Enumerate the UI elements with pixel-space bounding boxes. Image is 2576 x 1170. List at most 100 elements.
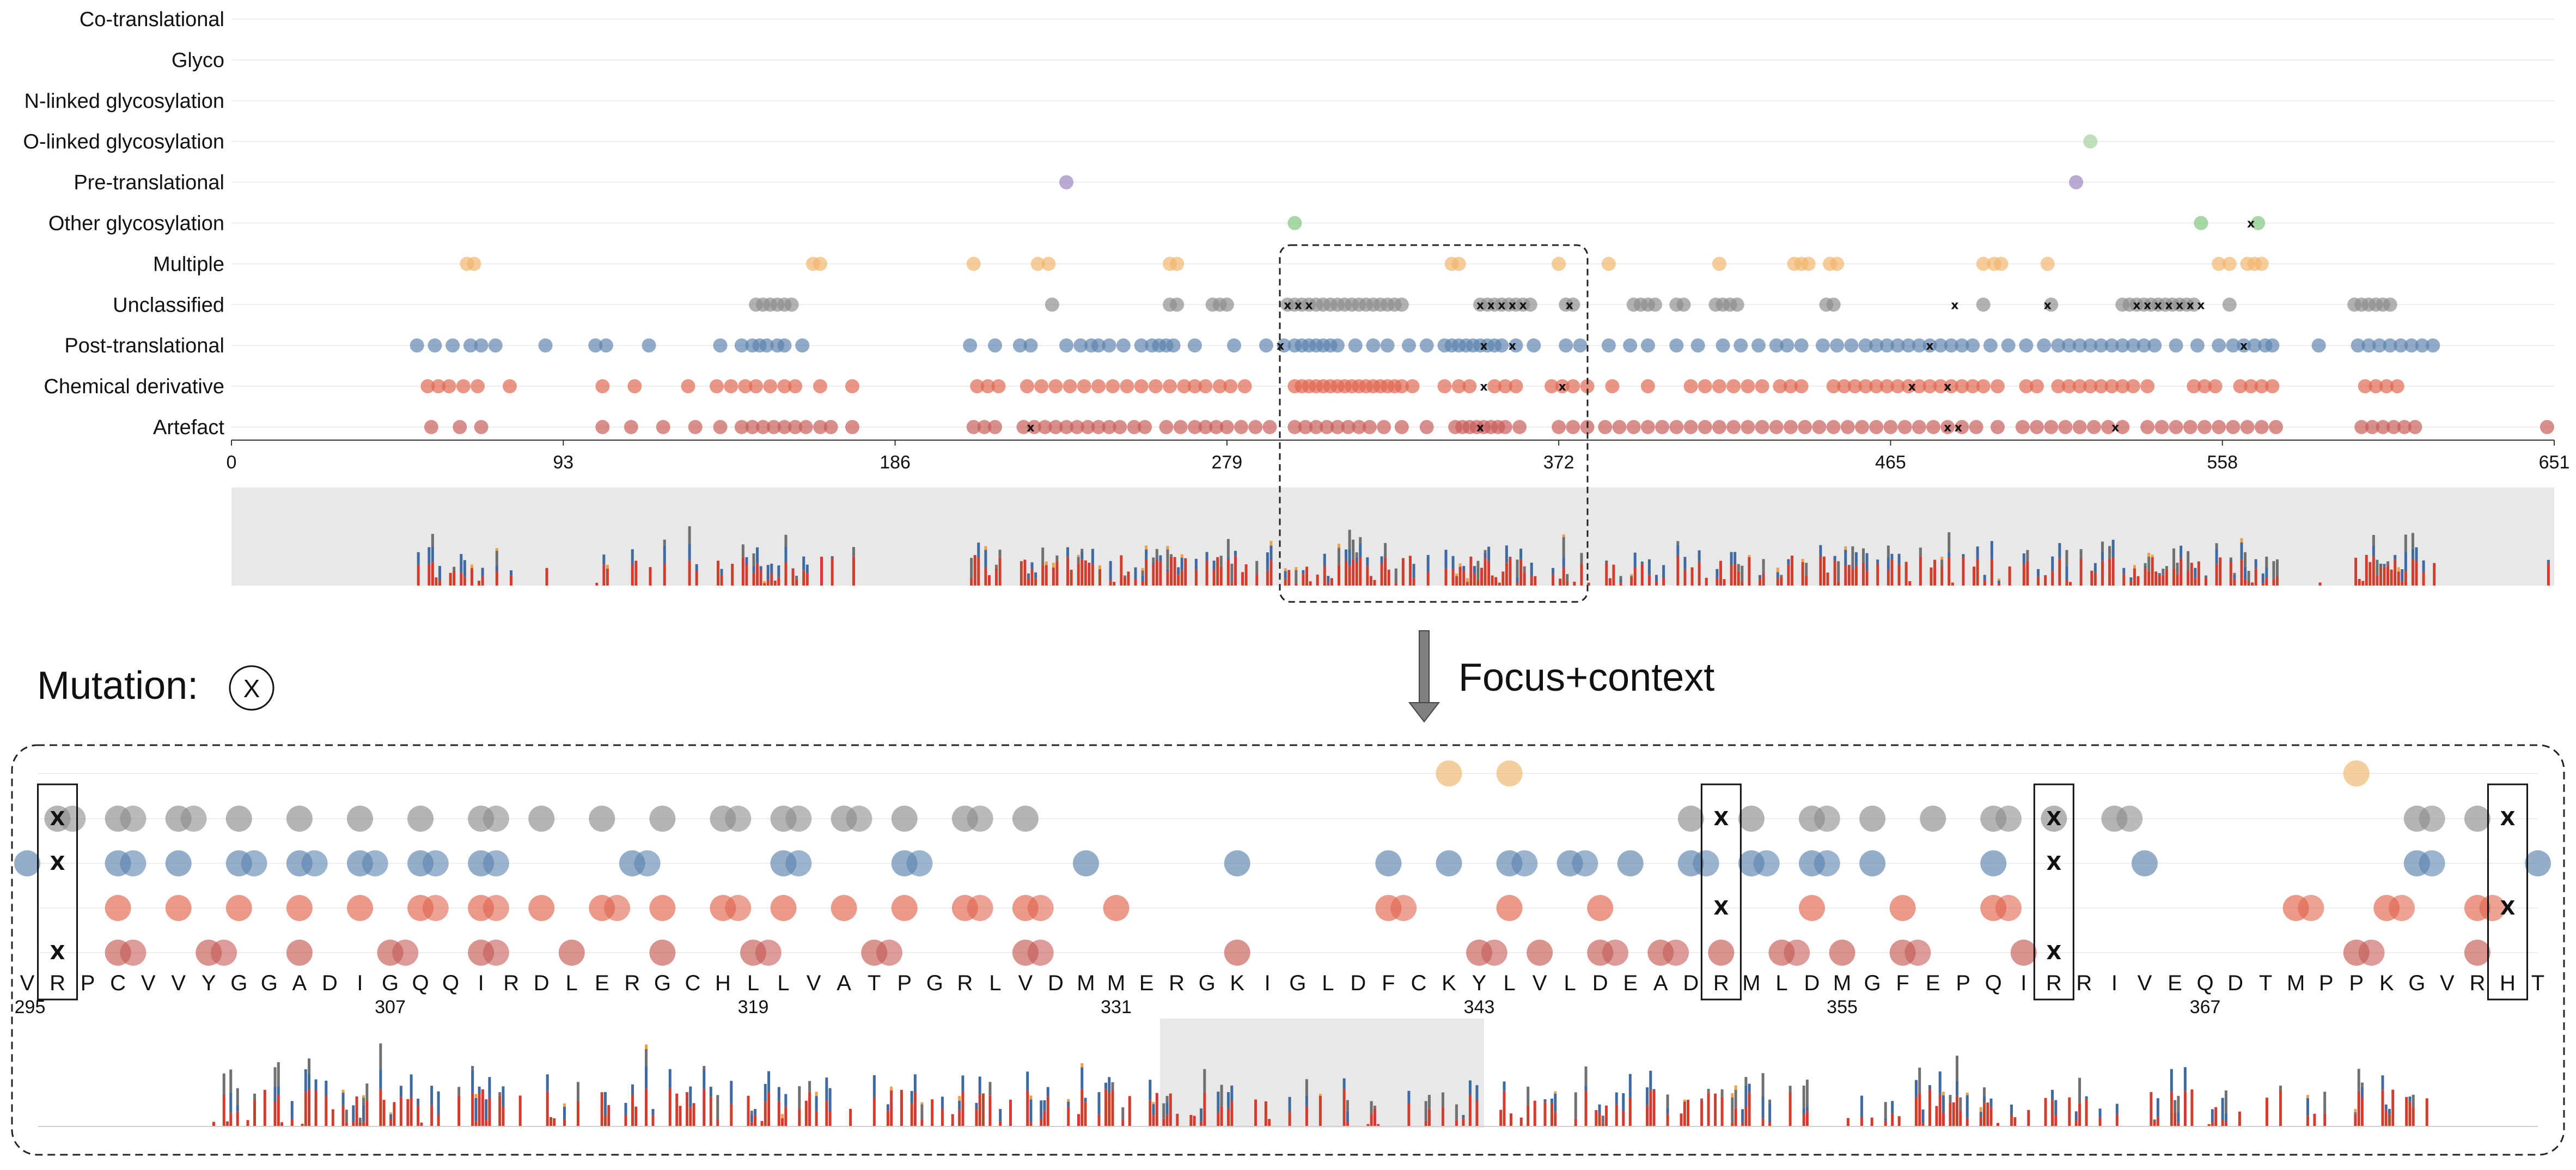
point-post-translational[interactable]: [1933, 338, 1948, 353]
point-chemical-derivative[interactable]: [1698, 379, 1712, 394]
point-chemical-derivative[interactable]: [1683, 379, 1698, 394]
focus-point-post-translational[interactable]: [483, 850, 509, 876]
residue-letter[interactable]: L: [1322, 971, 1334, 995]
residue-letter[interactable]: R: [624, 971, 640, 995]
focus-point-artefact[interactable]: [120, 940, 146, 966]
point-post-translational[interactable]: [963, 338, 978, 353]
point-chemical-derivative[interactable]: [1187, 379, 1202, 394]
point-artefact[interactable]: [1027, 420, 1042, 434]
point-multiple[interactable]: [1976, 257, 1991, 271]
point-artefact[interactable]: [2254, 420, 2269, 434]
point-chemical-derivative[interactable]: [2062, 379, 2077, 394]
focus-point-chemical-derivative[interactable]: [346, 895, 373, 921]
point-artefact[interactable]: [1912, 420, 1926, 434]
point-chemical-derivative[interactable]: [1134, 379, 1149, 394]
focus-point-chemical-derivative[interactable]: [165, 895, 192, 921]
focus-point-unclassified[interactable]: [528, 806, 555, 832]
point-artefact[interactable]: [2015, 420, 2030, 434]
focus-point-chemical-derivative[interactable]: [422, 895, 449, 921]
point-post-translational[interactable]: [1716, 338, 1730, 353]
focus-point-artefact[interactable]: [1527, 940, 1553, 966]
point-chemical-derivative[interactable]: [2379, 379, 2394, 394]
point-artefact[interactable]: [1840, 420, 1855, 434]
point-chemical-derivative[interactable]: [1487, 379, 1502, 394]
focus-point-chemical-derivative[interactable]: [831, 895, 857, 921]
focus-point-post-translational[interactable]: [1814, 850, 1840, 876]
point-post-translational[interactable]: [1623, 338, 1638, 353]
point-artefact[interactable]: [1209, 420, 1224, 434]
point-artefact[interactable]: [2365, 420, 2379, 434]
residue-letter[interactable]: K: [1442, 971, 1456, 995]
point-artefact[interactable]: [1059, 420, 1074, 434]
focus-point-chemical-derivative[interactable]: [483, 895, 509, 921]
point-post-translational[interactable]: [588, 338, 603, 353]
focus-point-unclassified[interactable]: [589, 806, 615, 832]
residue-letter[interactable]: P: [897, 971, 912, 995]
point-chemical-derivative[interactable]: [1451, 379, 1466, 394]
point-post-translational[interactable]: [2093, 338, 2108, 353]
focus-point-artefact[interactable]: [2010, 940, 2037, 966]
point-artefact[interactable]: [2058, 420, 2073, 434]
point-artefact[interactable]: [823, 420, 838, 434]
residue-letter[interactable]: L: [566, 971, 578, 995]
point-artefact[interactable]: [1248, 420, 1263, 434]
point-unclassified[interactable]: [1219, 297, 1234, 312]
residue-letter[interactable]: V: [1533, 971, 1547, 995]
point-artefact[interactable]: [2030, 420, 2044, 434]
focus-point-chemical-derivative[interactable]: [1995, 895, 2022, 921]
focus-point-post-translational[interactable]: [1859, 850, 1886, 876]
point-artefact[interactable]: [1159, 420, 1174, 434]
focus-point-unclassified[interactable]: [846, 806, 872, 832]
residue-letter[interactable]: A: [1653, 971, 1668, 995]
point-chemical-derivative[interactable]: [709, 379, 724, 394]
residue-letter[interactable]: V: [807, 971, 821, 995]
point-unclassified[interactable]: [1648, 297, 1663, 312]
point-chemical-derivative[interactable]: [1726, 379, 1741, 394]
residue-letter[interactable]: A: [292, 971, 307, 995]
point-unclassified[interactable]: [1394, 297, 1409, 312]
point-chemical-derivative[interactable]: [1826, 379, 1841, 394]
residue-letter[interactable]: P: [2349, 971, 2364, 995]
focus-point-post-translational[interactable]: [241, 850, 267, 876]
focus-point-unclassified[interactable]: [2116, 806, 2143, 832]
point-chemical-derivative[interactable]: [1106, 379, 1120, 394]
residue-letter[interactable]: D: [1592, 971, 1608, 995]
point-artefact[interactable]: [1048, 420, 1063, 434]
point-chemical-derivative[interactable]: [738, 379, 753, 394]
point-artefact[interactable]: [756, 420, 771, 434]
point-artefact[interactable]: [1869, 420, 1884, 434]
point-multiple[interactable]: [1030, 257, 1045, 271]
point-chemical-derivative[interactable]: [2115, 379, 2130, 394]
point-unclassified[interactable]: [2187, 297, 2201, 312]
residue-letter[interactable]: T: [2531, 971, 2544, 995]
point-artefact[interactable]: [1783, 420, 1798, 434]
point-artefact[interactable]: [1969, 420, 1983, 434]
focus-point-chemical-derivative[interactable]: [1587, 895, 1614, 921]
focus-point-artefact[interactable]: [1027, 940, 1054, 966]
point-artefact[interactable]: [1626, 420, 1641, 434]
point-chemical-derivative[interactable]: [431, 379, 445, 394]
point-chemical-derivative[interactable]: [788, 379, 803, 394]
point-artefact[interactable]: [1855, 420, 1870, 434]
point-artefact[interactable]: [1352, 420, 1366, 434]
point-artefact[interactable]: [1612, 420, 1627, 434]
point-artefact[interactable]: [1798, 420, 1812, 434]
point-artefact[interactable]: [1091, 420, 1106, 434]
residue-letter[interactable]: R: [957, 971, 973, 995]
point-chemical-derivative[interactable]: [1944, 379, 1958, 394]
point-post-translational[interactable]: [1134, 338, 1149, 353]
point-post-translational[interactable]: [1733, 338, 1748, 353]
residue-letter[interactable]: K: [2379, 971, 2394, 995]
point-artefact[interactable]: [1640, 420, 1655, 434]
point-artefact[interactable]: [1016, 420, 1031, 434]
point-post-translational[interactable]: [2137, 338, 2151, 353]
point-post-translational[interactable]: [2265, 338, 2280, 353]
point-chemical-derivative[interactable]: [1020, 379, 1034, 394]
point-artefact[interactable]: [1377, 420, 1391, 434]
point-post-translational[interactable]: [2037, 338, 2052, 353]
point-post-translational[interactable]: [1102, 338, 1116, 353]
point-multiple[interactable]: [2040, 257, 2055, 271]
point-artefact[interactable]: [624, 420, 638, 434]
point-chemical-derivative[interactable]: [471, 379, 485, 394]
point-artefact[interactable]: [1755, 420, 1769, 434]
